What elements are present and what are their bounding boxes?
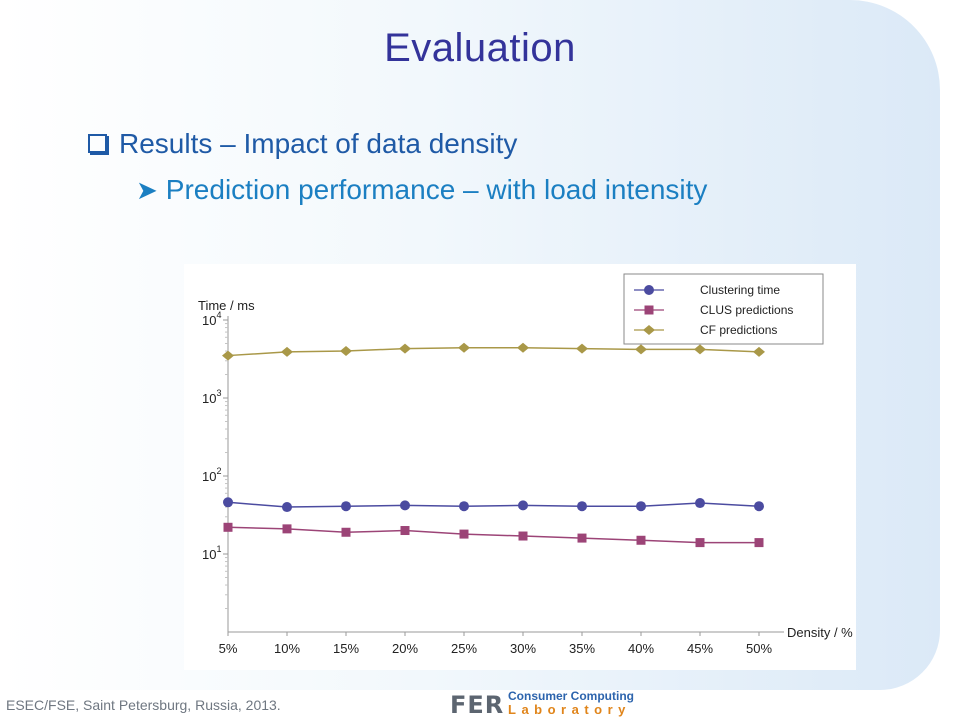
series-line (227, 347, 760, 357)
x-tick-label: 35% (569, 641, 595, 656)
data-point (222, 350, 234, 361)
data-point (577, 533, 587, 543)
data-point (282, 524, 292, 534)
chart-frame: Time / ms Density / % 104 103 102 101 5% 10% 15%… (184, 264, 856, 670)
data-point (577, 501, 587, 512)
data-point (635, 344, 647, 355)
bullet-results: Results – Impact of data density (88, 128, 517, 160)
bullet-prediction: ➤ Prediction performance – with load inte… (136, 174, 707, 206)
series-2 (222, 342, 765, 361)
data-point (517, 342, 529, 353)
footer-conference: ESEC/FSE, Saint Petersburg, Russia, 2013… (6, 697, 281, 713)
data-point (399, 343, 411, 354)
chart-axes: Time / ms Density / % 104 103 102 101 5% 10% 15%… (198, 298, 853, 656)
data-point (459, 529, 469, 539)
y-tick-label: 104 (202, 310, 221, 328)
line-chart: Time / ms Density / % 104 103 102 101 5% 10% 15%… (198, 273, 853, 656)
series-0 (223, 497, 764, 513)
data-point (400, 526, 410, 536)
page-title: Evaluation (384, 26, 576, 70)
data-point (400, 500, 410, 511)
logo-line-1: Consumer Computing (508, 689, 634, 703)
legend-marker (644, 285, 654, 295)
chart-series (222, 342, 765, 548)
data-point (576, 343, 588, 354)
x-tick-label: 20% (392, 641, 418, 656)
x-tick-label: 50% (746, 641, 772, 656)
data-point (695, 498, 705, 509)
data-point (341, 527, 351, 537)
x-tick-label: 5% (219, 641, 238, 656)
data-point (754, 538, 764, 548)
bullet-results-text: Results – Impact of data density (119, 128, 518, 159)
data-point (282, 502, 292, 513)
data-point (340, 346, 352, 357)
y-axis-label: Time / ms (198, 298, 255, 313)
x-tick-label: 15% (333, 641, 359, 656)
data-point (518, 500, 528, 511)
x-tick-label: 25% (451, 641, 477, 656)
legend-marker (643, 325, 655, 335)
legend-marker (644, 305, 654, 315)
data-point (459, 501, 469, 512)
series-1 (223, 522, 764, 548)
legend-label: Clustering time (700, 283, 780, 297)
series-line (227, 526, 759, 544)
y-tick-label: 101 (202, 544, 221, 562)
data-point (754, 501, 764, 512)
logo-fer-mark: FER (450, 691, 505, 719)
legend-label: CF predictions (700, 323, 777, 337)
data-point (636, 501, 646, 512)
data-point (341, 501, 351, 512)
x-tick-label: 10% (274, 641, 300, 656)
x-axis-label: Density / % (787, 625, 853, 640)
bullet-prediction-text: Prediction performance – with load inten… (165, 174, 708, 205)
data-point (695, 538, 705, 548)
data-point (518, 531, 528, 541)
data-point (223, 522, 233, 532)
x-tick-label: 30% (510, 641, 536, 656)
x-tick-label: 45% (687, 641, 713, 656)
y-tick-label: 103 (202, 388, 221, 406)
series-line (227, 501, 760, 508)
chart-legend: Clustering time CLUS predictions CF predic… (623, 273, 824, 345)
legend-box (623, 273, 824, 345)
legend-label: CLUS predictions (700, 303, 793, 317)
data-point (223, 497, 233, 508)
data-point (458, 342, 470, 353)
checkbox-bullet-icon (88, 134, 107, 153)
data-point (636, 535, 646, 545)
data-point (694, 344, 706, 355)
data-point (281, 346, 293, 357)
y-tick-label: 102 (202, 466, 221, 484)
data-point (753, 346, 765, 357)
logo-line-2: Laboratory (508, 702, 631, 717)
x-tick-label: 40% (628, 641, 654, 656)
arrow-bullet-icon: ➤ (136, 175, 158, 205)
